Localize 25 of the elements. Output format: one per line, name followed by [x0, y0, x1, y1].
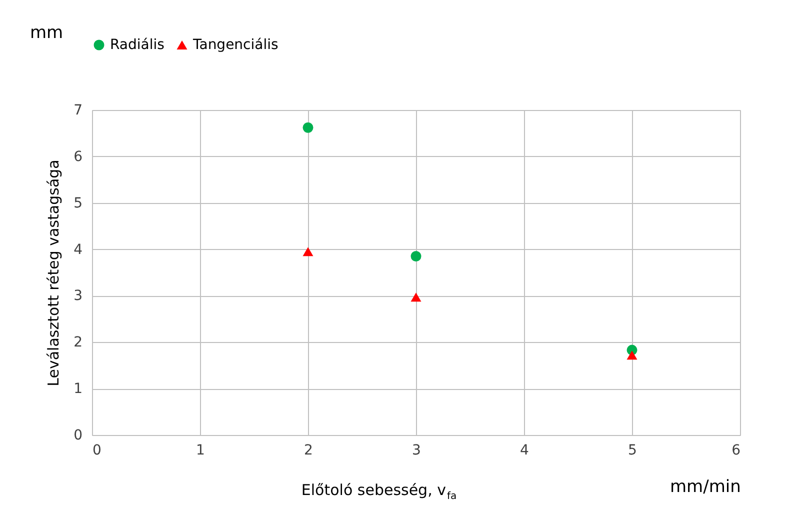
x-tick-label: 0	[92, 442, 102, 458]
y-tick-label: 0	[74, 428, 82, 444]
point	[302, 122, 314, 133]
point	[410, 292, 422, 302]
y-axis-title: Leválasztott réteg vastagsága	[44, 160, 63, 386]
y-tick-label: 4	[74, 242, 83, 258]
legend-label: Tangenciális	[192, 37, 278, 53]
x-tick-label: 5	[628, 442, 637, 458]
y-tick-label: 3	[74, 288, 82, 304]
x-tick-label: 3	[412, 442, 421, 458]
point	[302, 247, 314, 256]
point	[626, 350, 638, 360]
y-tick-label: 7	[74, 102, 82, 118]
x-tick-label: 2	[304, 442, 313, 458]
x-tick-label: 4	[520, 442, 530, 458]
point	[410, 251, 422, 262]
text: mm	[30, 23, 64, 43]
legend-label: Radiális	[110, 37, 164, 53]
x-tick-label: 6	[732, 442, 741, 458]
y-tick-label: 1	[74, 381, 82, 398]
y-tick-label: 2	[74, 334, 82, 351]
y-tick-label: 5	[74, 195, 82, 212]
x-tick-label: 1	[196, 442, 205, 458]
text: mm/min	[670, 477, 741, 497]
y-tick-label: 6	[74, 148, 83, 165]
